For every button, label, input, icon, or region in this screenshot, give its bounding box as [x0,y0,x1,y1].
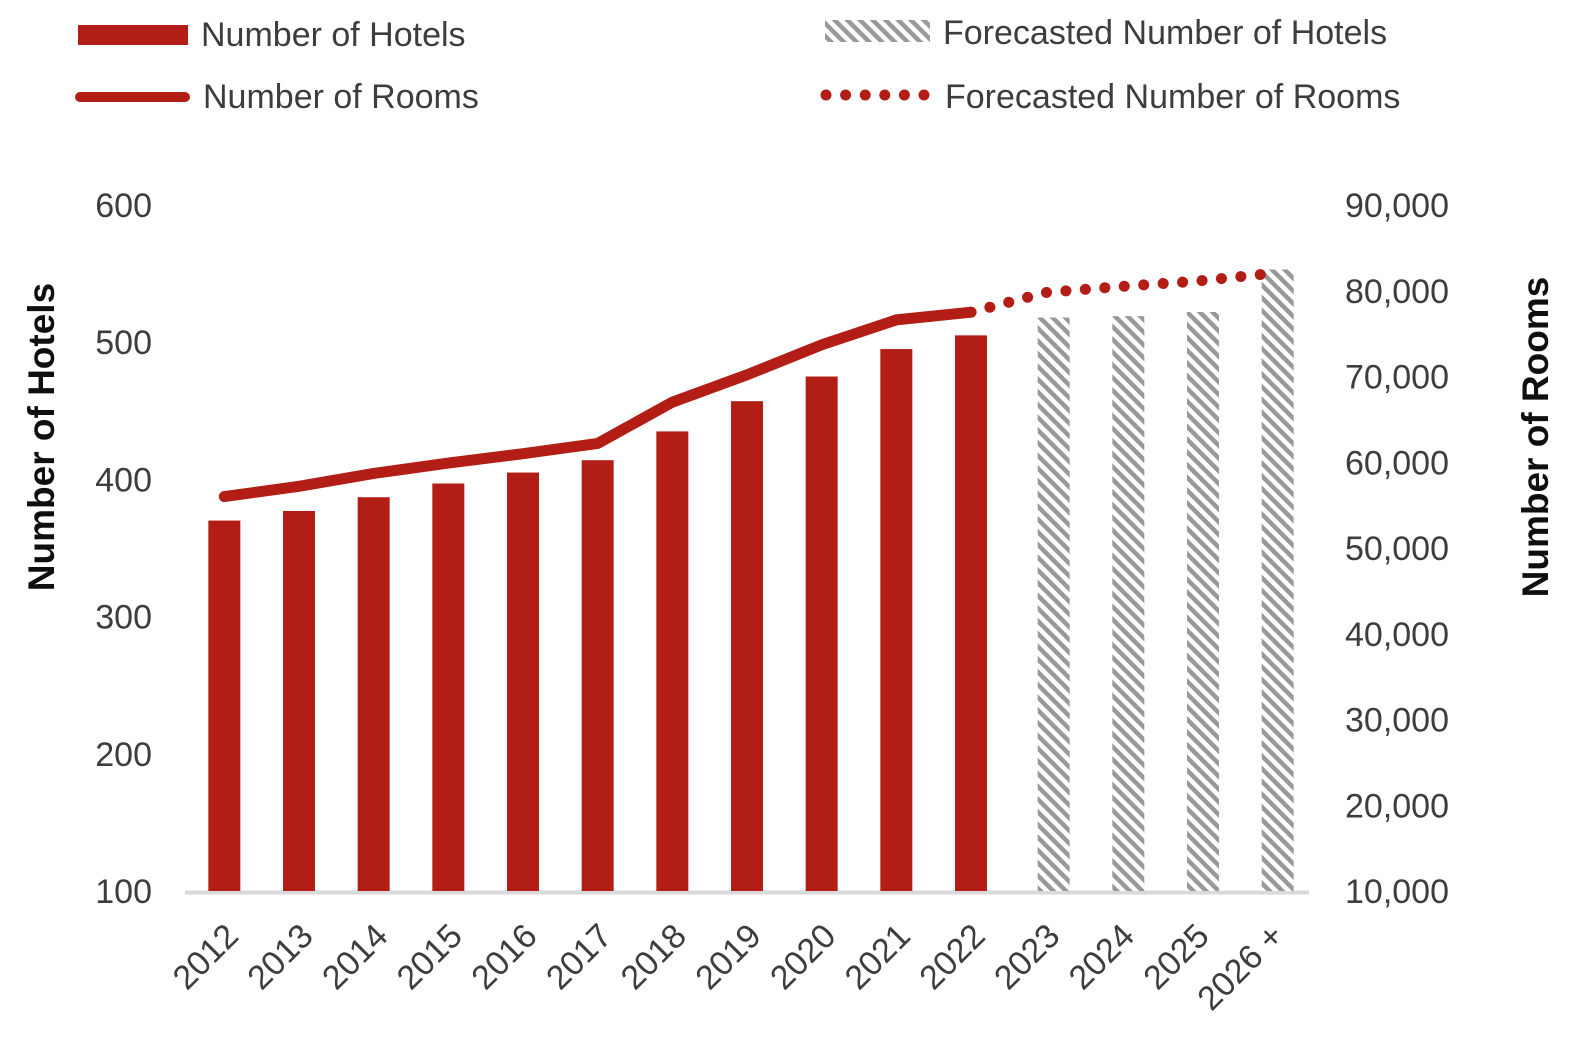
legend-item-rooms: Number of Rooms [75,77,479,117]
bar-2022 [955,335,987,892]
x-axis-tick-2026: 2026 + [1190,917,1291,1018]
right-axis-tick: 70,000 [1345,359,1449,397]
x-axis-tick-2013: 2013 [240,917,320,997]
bar-2013 [283,510,315,891]
left-axis-tick: 300 [95,599,152,637]
left-axis-tick: 600 [95,187,152,225]
bar-2019 [731,401,763,891]
x-axis-tick-2023: 2023 [987,917,1067,997]
left-axis-tick: 500 [95,324,152,362]
legend-label-forecast-rooms: Forecasted Number of Rooms [945,77,1401,116]
rooms-line [218,306,977,503]
legend-label-hotels: Number of Hotels [201,15,466,54]
x-axis-tick-2021: 2021 [838,917,918,997]
x-axis-tick-2017: 2017 [539,917,619,997]
legend-swatch-solid-bar [78,25,188,45]
x-axis-tick-2014: 2014 [315,917,395,997]
bar-2014 [357,497,390,891]
right-axis-tick: 60,000 [1345,444,1449,482]
right-axis-tick: 90,000 [1345,187,1449,225]
bar-2017 [581,460,614,891]
legend-label-forecast-hotels: Forecasted Number of Hotels [943,13,1388,52]
forecast-rooms-line [965,268,1276,318]
bar-2024 [1112,316,1145,892]
bar-2015 [432,483,465,891]
forecast-bars [1037,269,1294,892]
bar-2021 [880,349,913,891]
x-axis-tick-2012: 2012 [166,917,246,997]
x-axis-tick-2018: 2018 [614,917,694,997]
legend-item-forecast-rooms: Forecasted Number of Rooms [820,77,1400,117]
actual-bars [208,335,987,892]
legend-item-hotels: Number of Hotels [78,15,466,55]
x-axis-tick-2022: 2022 [912,917,992,997]
bar-2025 [1187,312,1219,891]
bar-2012 [208,520,241,891]
left-axis-tick: 100 [95,873,152,911]
right-axis-tick: 40,000 [1345,616,1449,654]
right-axis-tick: 50,000 [1345,530,1449,568]
x-axis-tick-2019: 2019 [688,917,768,997]
legend-swatch-solid-line [75,92,190,102]
legend-item-forecast-hotels: Forecasted Number of Hotels [825,13,1387,53]
x-axis-tick-2020: 2020 [763,917,843,997]
right-axis-tick: 20,000 [1345,787,1449,825]
legend-swatch-dotted-line [820,88,932,106]
x-axis-tick-2024: 2024 [1062,917,1142,997]
x-axis-tick-2016: 2016 [464,917,544,997]
bar-2026 + [1261,269,1294,891]
bar-2016 [507,472,539,891]
legend-label-rooms: Number of Rooms [203,77,479,116]
left-axis-tick: 200 [95,736,152,774]
right-axis-tick: 30,000 [1345,702,1449,740]
bar-2023 [1037,317,1070,891]
bar-2020 [805,376,838,891]
bar-2018 [656,431,689,891]
left-axis-tick: 400 [95,461,152,499]
right-axis-tick: 10,000 [1345,873,1449,911]
legend-swatch-hatched-bar [825,19,930,47]
x-axis-tick-2015: 2015 [390,917,470,997]
right-axis-tick: 80,000 [1345,273,1449,311]
